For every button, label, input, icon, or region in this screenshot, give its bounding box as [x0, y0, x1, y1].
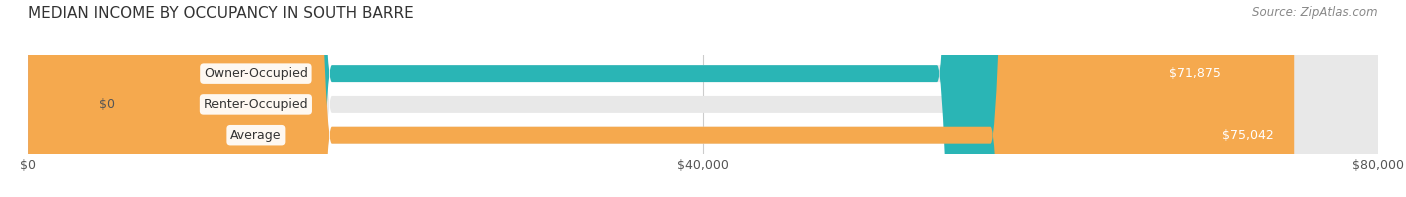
Text: Owner-Occupied: Owner-Occupied — [204, 67, 308, 80]
FancyBboxPatch shape — [28, 0, 1378, 197]
Text: Average: Average — [231, 129, 281, 142]
FancyBboxPatch shape — [28, 0, 1378, 197]
FancyBboxPatch shape — [28, 0, 1378, 197]
Text: Source: ZipAtlas.com: Source: ZipAtlas.com — [1253, 6, 1378, 19]
Text: $71,875: $71,875 — [1168, 67, 1220, 80]
Text: Renter-Occupied: Renter-Occupied — [204, 98, 308, 111]
FancyBboxPatch shape — [28, 0, 1295, 197]
Text: MEDIAN INCOME BY OCCUPANCY IN SOUTH BARRE: MEDIAN INCOME BY OCCUPANCY IN SOUTH BARR… — [28, 6, 413, 21]
FancyBboxPatch shape — [28, 0, 65, 197]
FancyBboxPatch shape — [28, 0, 1241, 197]
Text: $0: $0 — [98, 98, 115, 111]
Text: $75,042: $75,042 — [1222, 129, 1274, 142]
